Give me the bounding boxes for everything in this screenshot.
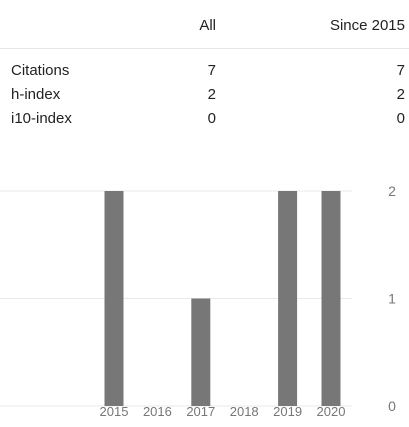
metric-row-h-index: h-index 2 2 (0, 86, 409, 110)
column-header-all: All (199, 17, 216, 34)
x-tick-label-2016: 2016 (143, 404, 172, 419)
metric-row-citations: Citations 7 7 (0, 62, 409, 86)
metric-label[interactable]: h-index (11, 86, 61, 103)
y-tick-label: 2 (388, 183, 396, 199)
metric-value-since: 7 (396, 62, 405, 79)
metric-label[interactable]: Citations (11, 62, 70, 79)
bar-2017[interactable] (191, 298, 211, 407)
citations-bar-chart-svg: 0 1 2 2015 2016 2017 2018 2019 2020 (0, 183, 396, 419)
y-tick-label: 0 (388, 398, 396, 414)
metric-value-since: 0 (396, 110, 405, 127)
metric-value-all: 7 (207, 62, 216, 79)
y-tick-label: 1 (388, 291, 396, 307)
metric-label[interactable]: i10-index (11, 110, 72, 127)
bar-2015[interactable] (104, 191, 124, 406)
citations-per-year-chart: 0 1 2 2015 2016 2017 2018 2019 2020 (0, 180, 409, 427)
metric-value-all: 0 (207, 110, 216, 127)
x-tick-label-2015: 2015 (100, 404, 129, 419)
bar-2019[interactable] (278, 191, 298, 406)
bar-2020[interactable] (321, 191, 341, 406)
metric-row-i10-index: i10-index 0 0 (0, 110, 409, 134)
x-tick-label-2019: 2019 (273, 404, 302, 419)
x-tick-label-2020: 2020 (317, 404, 346, 419)
x-tick-label-2018: 2018 (230, 404, 259, 419)
metric-value-all: 2 (207, 86, 216, 103)
citation-metrics-table: All Since 2015 Citations 7 7 h-index 2 2… (0, 0, 409, 127)
x-tick-label-2017: 2017 (186, 404, 215, 419)
metric-value-since: 2 (396, 86, 405, 103)
column-header-since-2015: Since 2015 (329, 17, 405, 34)
metrics-header-row: All Since 2015 (0, 0, 409, 49)
